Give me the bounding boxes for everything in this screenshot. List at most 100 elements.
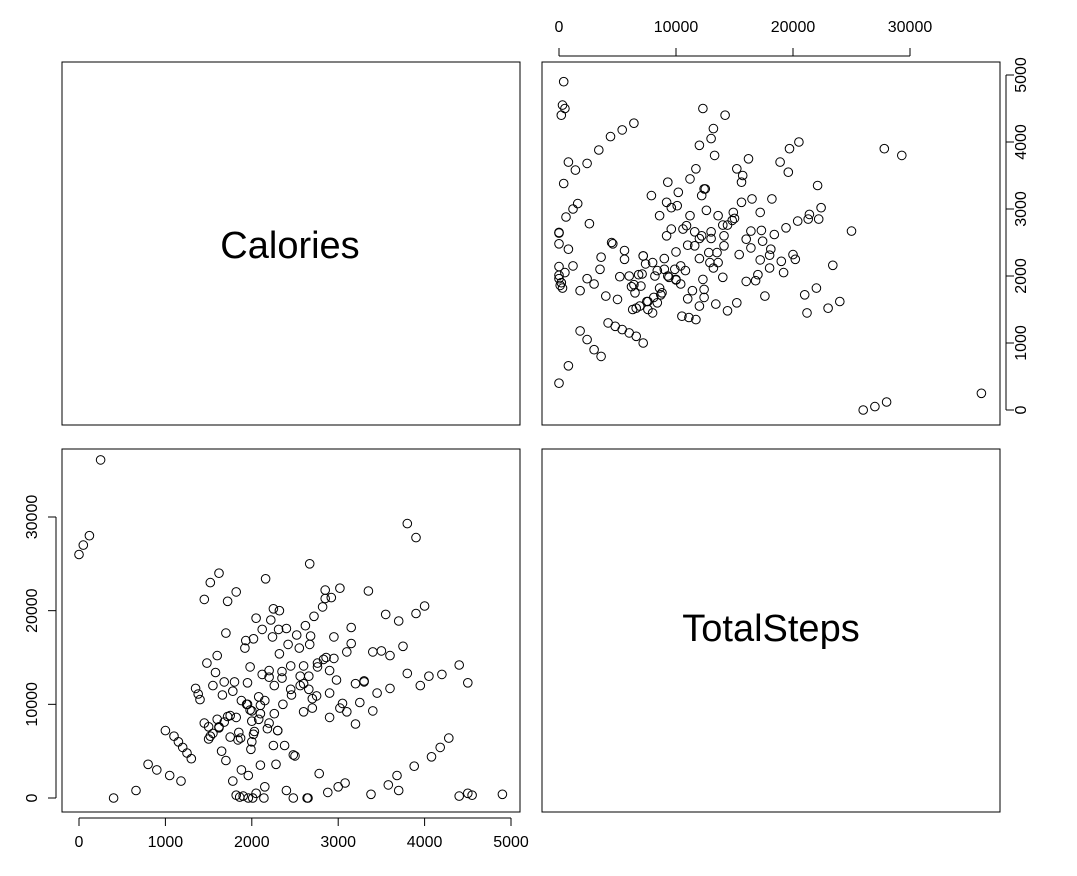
data-point-calories-vs-steps bbox=[561, 212, 571, 222]
data-point-steps-vs-calories bbox=[497, 789, 508, 800]
y-tick-label-calories: 5000 bbox=[1013, 57, 1030, 93]
data-point-calories-vs-steps bbox=[661, 197, 672, 208]
data-point-calories-vs-steps bbox=[631, 331, 642, 342]
data-point-calories-vs-steps bbox=[719, 241, 729, 251]
data-point-calories-vs-steps bbox=[736, 197, 747, 208]
y-tick-label-calories: 2000 bbox=[1013, 258, 1030, 294]
data-point-calories-vs-steps bbox=[699, 292, 709, 303]
data-point-steps-vs-calories bbox=[426, 752, 437, 762]
data-point-calories-vs-steps bbox=[563, 244, 574, 254]
data-point-calories-vs-steps bbox=[828, 260, 838, 271]
data-point-steps-vs-calories bbox=[245, 662, 255, 672]
data-point-steps-vs-calories bbox=[253, 692, 264, 702]
data-point-calories-vs-steps bbox=[755, 255, 766, 265]
y-tick-label-calories: 0 bbox=[1013, 405, 1030, 414]
data-point-steps-vs-calories bbox=[350, 719, 361, 729]
data-point-steps-vs-calories bbox=[243, 770, 254, 781]
data-point-calories-vs-steps bbox=[699, 184, 709, 194]
data-point-calories-vs-steps bbox=[617, 125, 628, 135]
data-point-steps-vs-calories bbox=[285, 661, 296, 671]
data-point-steps-vs-calories bbox=[236, 695, 247, 706]
data-point-calories-vs-steps bbox=[802, 308, 812, 318]
data-point-calories-vs-steps bbox=[659, 264, 670, 275]
data-point-steps-vs-calories bbox=[283, 639, 293, 650]
data-point-calories-vs-steps bbox=[783, 167, 794, 177]
data-point-steps-vs-calories bbox=[260, 574, 271, 584]
data-point-steps-vs-calories bbox=[243, 793, 254, 803]
data-point-calories-vs-steps bbox=[803, 214, 814, 224]
data-point-calories-vs-steps bbox=[732, 298, 742, 308]
data-point-steps-vs-calories bbox=[383, 780, 394, 790]
data-point-steps-vs-calories bbox=[214, 568, 224, 579]
data-point-calories-vs-steps bbox=[728, 207, 739, 218]
data-point-calories-vs-steps bbox=[557, 283, 568, 293]
data-point-steps-vs-calories bbox=[271, 759, 281, 770]
data-point-steps-vs-calories bbox=[236, 765, 247, 775]
data-point-steps-vs-calories bbox=[324, 665, 335, 676]
data-point-steps-vs-calories bbox=[234, 727, 244, 738]
data-point-calories-vs-steps bbox=[764, 250, 775, 260]
data-point-calories-vs-steps bbox=[766, 244, 776, 254]
data-point-calories-vs-steps bbox=[741, 276, 752, 287]
data-point-steps-vs-calories bbox=[241, 635, 251, 646]
data-point-calories-vs-steps bbox=[677, 311, 687, 322]
data-point-steps-vs-calories bbox=[264, 672, 274, 683]
data-point-steps-vs-calories bbox=[463, 788, 473, 799]
y-tick-label-steps: 20000 bbox=[24, 588, 41, 633]
data-point-calories-vs-steps bbox=[596, 252, 606, 263]
data-point-calories-vs-steps bbox=[563, 361, 574, 371]
data-point-calories-vs-steps bbox=[657, 288, 667, 298]
data-point-calories-vs-steps bbox=[708, 263, 719, 273]
panel-top-left bbox=[61, 61, 521, 426]
data-point-steps-vs-calories bbox=[340, 778, 350, 788]
data-point-steps-vs-calories bbox=[309, 611, 319, 622]
data-point-steps-vs-calories bbox=[300, 620, 311, 631]
data-point-calories-vs-steps bbox=[671, 275, 681, 285]
data-point-steps-vs-calories bbox=[221, 628, 231, 638]
data-point-calories-vs-steps bbox=[705, 257, 715, 268]
data-point-steps-vs-calories bbox=[245, 705, 255, 715]
data-point-calories-vs-steps bbox=[858, 405, 869, 415]
data-point-steps-vs-calories bbox=[78, 540, 89, 550]
panel-top-right bbox=[541, 61, 1001, 426]
data-point-calories-vs-steps bbox=[666, 202, 677, 213]
data-point-steps-vs-calories bbox=[279, 740, 290, 751]
data-point-steps-vs-calories bbox=[177, 742, 188, 753]
data-point-steps-vs-calories bbox=[269, 708, 280, 719]
data-point-steps-vs-calories bbox=[84, 530, 95, 541]
x-tick-label-calories: 0 bbox=[75, 834, 84, 851]
data-point-steps-vs-calories bbox=[173, 737, 184, 747]
data-point-calories-vs-steps bbox=[764, 263, 775, 273]
data-point-steps-vs-calories bbox=[321, 652, 331, 663]
data-point-steps-vs-calories bbox=[324, 688, 335, 698]
data-point-steps-vs-calories bbox=[193, 689, 203, 699]
data-point-calories-vs-steps bbox=[708, 123, 719, 134]
data-point-calories-vs-steps bbox=[637, 269, 647, 279]
data-point-steps-vs-calories bbox=[409, 761, 420, 772]
variable-label-calories: Calories bbox=[220, 225, 359, 267]
data-point-calories-vs-steps bbox=[664, 272, 674, 283]
data-point-calories-vs-steps bbox=[575, 326, 585, 336]
data-point-steps-vs-calories bbox=[355, 697, 365, 708]
data-point-steps-vs-calories bbox=[219, 677, 229, 687]
data-point-steps-vs-calories bbox=[329, 632, 339, 642]
data-point-steps-vs-calories bbox=[268, 604, 279, 614]
data-point-calories-vs-steps bbox=[746, 226, 756, 236]
data-point-calories-vs-steps bbox=[781, 223, 791, 233]
data-point-steps-vs-calories bbox=[302, 793, 312, 803]
data-point-calories-vs-steps bbox=[685, 210, 695, 221]
data-point-calories-vs-steps bbox=[661, 231, 672, 241]
data-point-steps-vs-calories bbox=[385, 683, 395, 694]
data-point-calories-vs-steps bbox=[694, 140, 705, 151]
data-point-calories-vs-steps bbox=[670, 264, 680, 275]
data-point-calories-vs-steps bbox=[652, 265, 663, 276]
data-point-calories-vs-steps bbox=[554, 239, 564, 249]
data-point-calories-vs-steps bbox=[823, 303, 833, 314]
data-point-steps-vs-calories bbox=[295, 680, 306, 691]
data-point-calories-vs-steps bbox=[659, 253, 670, 264]
data-point-steps-vs-calories bbox=[217, 690, 228, 700]
data-point-steps-vs-calories bbox=[393, 616, 404, 626]
data-point-calories-vs-steps bbox=[681, 220, 692, 231]
data-point-calories-vs-steps bbox=[619, 254, 630, 265]
panel-bottom-left bbox=[61, 448, 521, 813]
